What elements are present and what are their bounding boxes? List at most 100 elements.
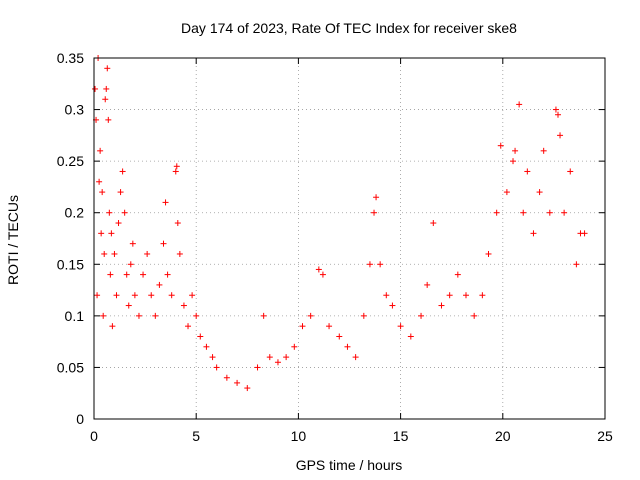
data-point: [174, 220, 181, 227]
data-point: [185, 323, 192, 330]
grid-lines: [94, 58, 605, 419]
data-point: [140, 271, 147, 278]
data-point: [152, 312, 159, 319]
data-point: [446, 292, 453, 299]
y-tick-label: 0.3: [65, 102, 85, 118]
data-point: [438, 302, 445, 309]
data-point: [463, 292, 470, 299]
y-tick-label: 0.15: [57, 256, 84, 272]
data-point: [106, 209, 113, 216]
data-point: [552, 106, 559, 113]
data-point: [97, 147, 104, 154]
data-point: [266, 354, 273, 361]
data-point: [479, 292, 486, 299]
x-tick-label: 0: [90, 428, 98, 444]
data-point: [119, 168, 126, 175]
data-point: [573, 261, 580, 268]
data-point: [148, 292, 155, 299]
data-point: [371, 209, 378, 216]
x-tick-label: 15: [393, 428, 409, 444]
data-point: [100, 312, 107, 319]
data-point: [336, 333, 343, 340]
y-tick-label: 0.2: [65, 205, 85, 221]
data-point: [135, 312, 142, 319]
data-point: [424, 281, 431, 288]
data-point: [510, 158, 517, 165]
data-point: [397, 323, 404, 330]
data-point: [111, 250, 118, 257]
data-point: [127, 261, 134, 268]
data-point: [96, 178, 103, 185]
data-point: [99, 189, 106, 196]
data-points: [92, 55, 588, 392]
data-point: [131, 292, 138, 299]
data-point: [107, 271, 114, 278]
data-point: [176, 250, 183, 257]
data-point: [307, 312, 314, 319]
data-point: [209, 354, 216, 361]
data-point: [98, 230, 105, 237]
data-point: [557, 132, 564, 139]
data-point: [389, 302, 396, 309]
data-point: [244, 385, 251, 392]
y-axis-label: ROTI / TECUs: [5, 195, 21, 285]
data-point: [471, 312, 478, 319]
data-point: [173, 163, 180, 170]
data-point: [162, 199, 169, 206]
data-point: [360, 312, 367, 319]
data-point: [407, 333, 414, 340]
data-point: [512, 147, 519, 154]
axis-ticks: 0 5 10 15 20 25 0 0.05 0.1 0.15 0.2 0.25 0.3 0.35: [57, 50, 613, 444]
data-point: [105, 116, 112, 123]
data-point: [168, 292, 175, 299]
data-point: [193, 312, 200, 319]
data-point: [366, 261, 373, 268]
data-point: [383, 292, 390, 299]
data-point: [129, 240, 136, 247]
data-point: [180, 302, 187, 309]
data-point: [115, 220, 122, 227]
data-point: [377, 261, 384, 268]
data-point: [454, 271, 461, 278]
data-point: [260, 312, 267, 319]
data-point: [109, 323, 116, 330]
x-tick-label: 20: [495, 428, 511, 444]
y-tick-label: 0.35: [57, 50, 84, 66]
data-point: [123, 271, 130, 278]
data-point: [156, 281, 163, 288]
y-tick-label: 0.1: [65, 308, 85, 324]
data-point: [234, 379, 241, 386]
data-point: [213, 364, 220, 371]
data-point: [315, 266, 322, 273]
x-axis-label: GPS time / hours: [296, 457, 403, 473]
data-point: [485, 250, 492, 257]
data-point: [108, 230, 115, 237]
data-point: [291, 343, 298, 350]
data-point: [203, 343, 210, 350]
x-tick-label: 5: [192, 428, 200, 444]
data-point: [581, 230, 588, 237]
data-point: [172, 168, 179, 175]
data-point: [254, 364, 261, 371]
data-point: [189, 292, 196, 299]
data-point: [567, 168, 574, 175]
chart-title: Day 174 of 2023, Rate Of TEC Index for r…: [181, 20, 517, 36]
data-point: [125, 302, 132, 309]
data-point: [274, 359, 281, 366]
data-point: [197, 333, 204, 340]
y-tick-label: 0.25: [57, 153, 84, 169]
data-point: [352, 354, 359, 361]
data-point: [164, 271, 171, 278]
data-point: [546, 209, 553, 216]
data-point: [92, 85, 99, 92]
data-point: [283, 354, 290, 361]
data-point: [503, 189, 510, 196]
data-point: [104, 65, 111, 72]
data-point: [418, 312, 425, 319]
data-point: [497, 142, 504, 149]
data-point: [524, 168, 531, 175]
x-tick-label: 25: [597, 428, 613, 444]
data-point: [144, 250, 151, 257]
data-point: [516, 101, 523, 108]
data-point: [554, 111, 561, 118]
